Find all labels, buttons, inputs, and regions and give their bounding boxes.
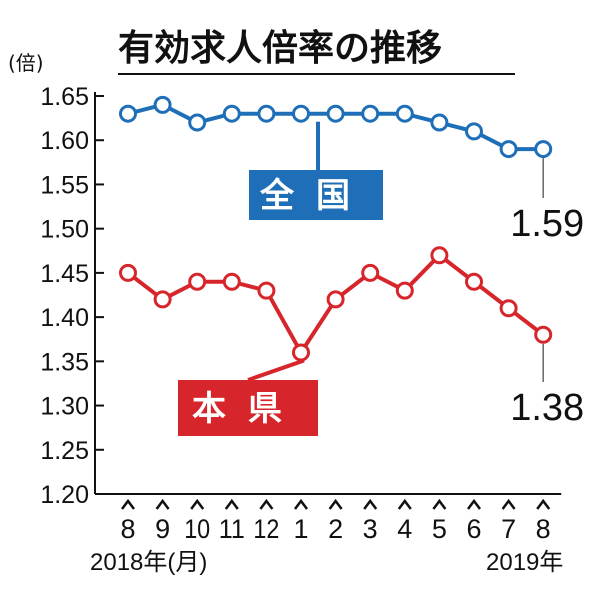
y-axis: 1.65 1.60 1.55 1.50 1.45 1.40 1.35 1.30 1.25 1.20 [40, 83, 104, 509]
end-value-label: 1.59 [510, 203, 584, 245]
y-axis-unit: (倍) [8, 51, 44, 75]
data-point [465, 272, 483, 291]
data-point [257, 104, 276, 123]
series-name-box [249, 170, 383, 220]
x-tick-label: 5 [432, 514, 447, 544]
x-axis: 8 9 10 11 12 1 2 3 4 5 6 7 8 [95, 493, 562, 544]
data-point [395, 281, 414, 300]
y-tick-label: 1.20 [40, 481, 89, 509]
data-point [119, 263, 137, 282]
data-point [153, 290, 172, 309]
y-tick-label: 1.65 [40, 83, 89, 111]
data-point [257, 281, 276, 300]
x-tick-label: 8 [120, 514, 135, 544]
x-tick-caret [155, 498, 170, 510]
x-tick-label: 3 [363, 514, 378, 544]
series-name-box [178, 380, 318, 436]
series-name-label: 本県 [192, 389, 304, 429]
x-tick-label: 2 [328, 514, 343, 544]
series-national: 全国 1.59 [119, 95, 584, 245]
y-tick-label: 1.55 [40, 171, 89, 199]
data-point [292, 104, 310, 123]
y-tick-label: 1.50 [40, 216, 89, 244]
data-point [188, 113, 207, 132]
y-tick-label: 1.25 [40, 437, 89, 465]
x-tick-label: 1 [293, 514, 308, 544]
x-tick-label: 6 [466, 514, 481, 544]
data-point [534, 325, 553, 344]
start-year-label: 2018年(月) [90, 549, 207, 576]
data-point [188, 272, 207, 291]
x-tick-caret [121, 498, 135, 510]
y-tick-label: 1.40 [40, 304, 89, 332]
x-tick-caret [294, 498, 308, 510]
x-tick-label: 11 [219, 514, 245, 544]
x-tick-label: 12 [253, 514, 279, 544]
series-layer: 全国 1.59 本県 1.38 [119, 95, 584, 436]
data-point [430, 246, 449, 265]
x-tick-caret [397, 498, 412, 510]
x-tick-caret [536, 498, 551, 510]
y-tick-label: 1.60 [40, 127, 89, 155]
y-tick-label: 1.30 [40, 393, 89, 421]
x-tick-caret [432, 498, 447, 510]
data-point [499, 140, 518, 159]
x-tick-label: 8 [536, 514, 551, 544]
end-value-label: 1.38 [510, 387, 584, 429]
data-point [222, 272, 241, 291]
data-point [153, 95, 172, 114]
data-point [499, 299, 518, 318]
data-point [326, 290, 345, 309]
data-point [395, 104, 414, 123]
y-tick-label: 1.45 [40, 260, 89, 288]
chart-title: 有効求人倍率の推移 [118, 28, 442, 69]
y-tick-label: 1.35 [40, 348, 89, 376]
series-prefecture: 本県 1.38 [119, 246, 584, 436]
end-year-label: 2019年 [486, 549, 563, 576]
x-tick-caret [224, 498, 239, 510]
x-tick-caret [259, 498, 274, 510]
x-tick-label: 9 [155, 514, 170, 544]
data-point [361, 104, 380, 123]
data-point [430, 113, 449, 132]
x-tick-label: 4 [397, 514, 412, 544]
series-name-label: 全国 [259, 176, 372, 216]
data-point [292, 343, 310, 362]
x-tick-label: 7 [501, 514, 516, 544]
x-tick-caret [501, 498, 516, 510]
data-point [222, 104, 241, 123]
x-tick-caret [363, 498, 378, 510]
data-point [534, 140, 553, 159]
data-point [326, 104, 345, 123]
data-point [361, 263, 380, 282]
x-tick-label: 10 [184, 514, 210, 544]
data-point [119, 104, 137, 123]
x-tick-caret [190, 498, 205, 510]
x-tick-caret [328, 498, 343, 510]
x-tick-caret [467, 498, 481, 510]
series-name-leader [247, 358, 305, 382]
data-point [465, 122, 483, 141]
